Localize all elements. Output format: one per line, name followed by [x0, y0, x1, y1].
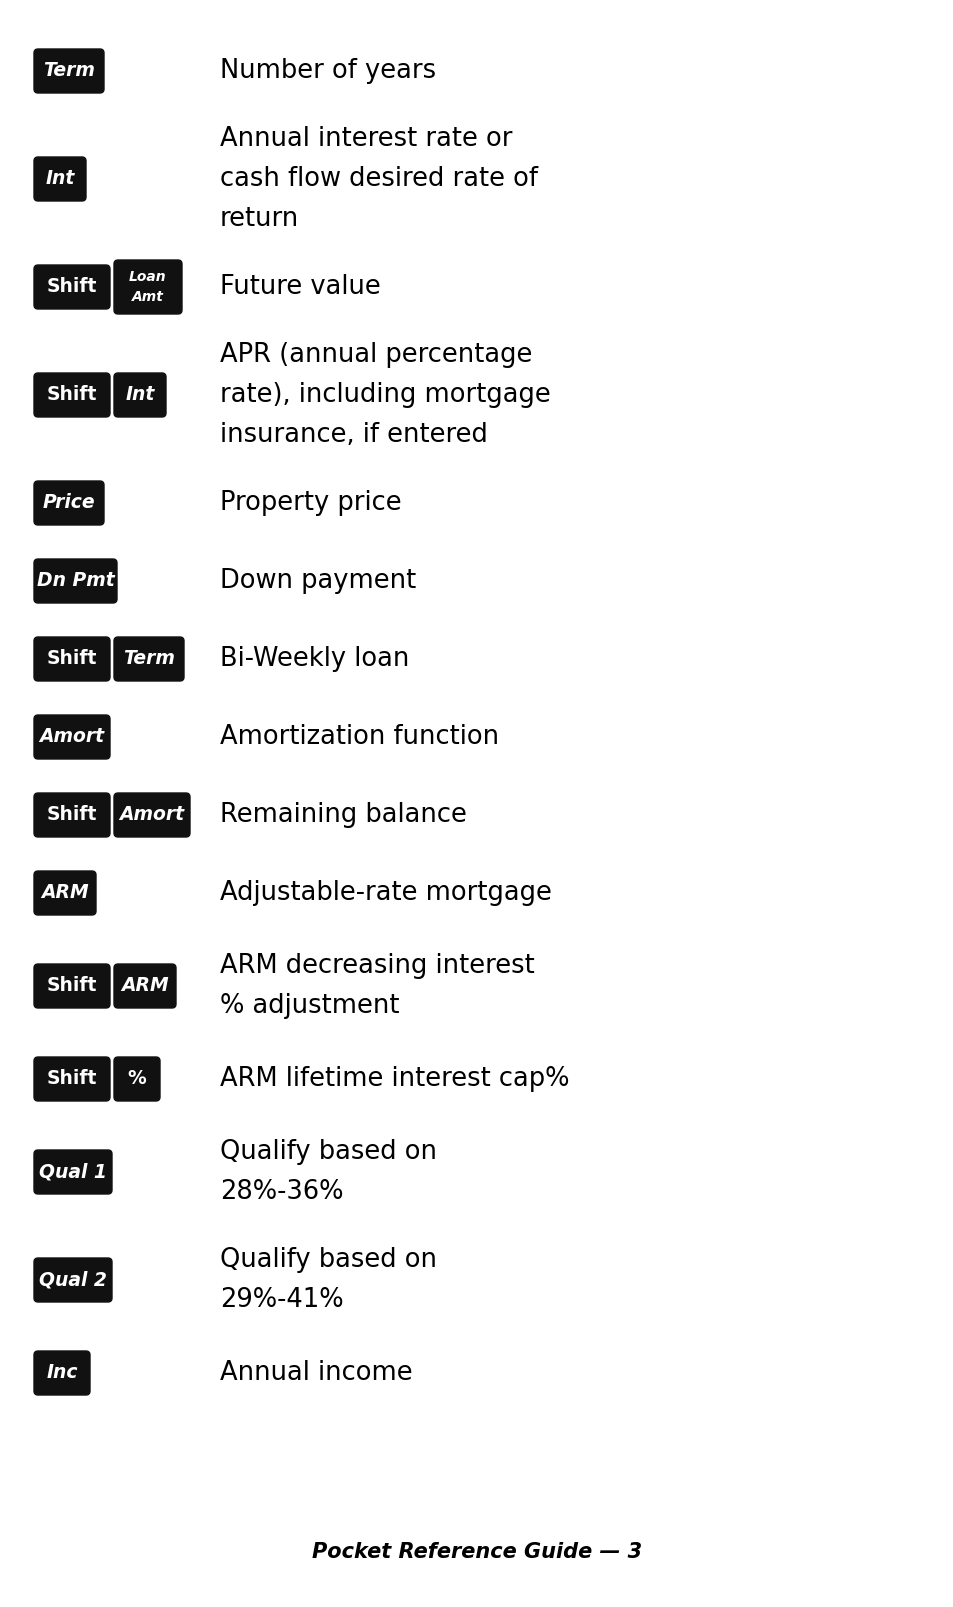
Text: ARM lifetime interest cap%: ARM lifetime interest cap% — [220, 1065, 569, 1093]
FancyBboxPatch shape — [34, 1057, 110, 1101]
Text: 29%-41%: 29%-41% — [220, 1287, 343, 1313]
Text: Shift: Shift — [47, 977, 97, 995]
Text: Amort: Amort — [39, 728, 105, 747]
FancyBboxPatch shape — [34, 1151, 112, 1194]
Text: Property price: Property price — [220, 490, 401, 516]
Text: Inc: Inc — [46, 1363, 77, 1382]
Text: Annual income: Annual income — [220, 1360, 413, 1385]
FancyBboxPatch shape — [34, 792, 110, 837]
Text: Dn Pmt: Dn Pmt — [36, 572, 114, 590]
FancyBboxPatch shape — [34, 636, 110, 681]
FancyBboxPatch shape — [34, 373, 110, 416]
FancyBboxPatch shape — [34, 871, 96, 914]
Text: Adjustable-rate mortgage: Adjustable-rate mortgage — [220, 881, 551, 906]
FancyBboxPatch shape — [34, 964, 110, 1008]
FancyBboxPatch shape — [34, 715, 110, 759]
FancyBboxPatch shape — [34, 559, 117, 603]
FancyBboxPatch shape — [34, 157, 86, 201]
Text: Term: Term — [123, 649, 174, 669]
Text: cash flow desired rate of: cash flow desired rate of — [220, 166, 537, 191]
Text: Term: Term — [43, 61, 95, 80]
Text: Annual interest rate or: Annual interest rate or — [220, 125, 512, 153]
FancyBboxPatch shape — [113, 792, 190, 837]
FancyBboxPatch shape — [113, 964, 175, 1008]
Text: Qualify based on: Qualify based on — [220, 1139, 436, 1165]
Text: Shift: Shift — [47, 1070, 97, 1088]
Text: Qualify based on: Qualify based on — [220, 1247, 436, 1273]
Text: Future value: Future value — [220, 275, 380, 301]
Text: Pocket Reference Guide — 3: Pocket Reference Guide — 3 — [312, 1543, 641, 1562]
Text: Amt: Amt — [132, 289, 164, 304]
Text: Shift: Shift — [47, 386, 97, 405]
FancyBboxPatch shape — [113, 1057, 160, 1101]
Text: ARM: ARM — [121, 977, 169, 995]
Text: Int: Int — [45, 169, 74, 188]
Text: Shift: Shift — [47, 649, 97, 669]
Text: Amortization function: Amortization function — [220, 725, 498, 750]
Text: Int: Int — [125, 386, 154, 405]
Text: Qual 2: Qual 2 — [39, 1271, 107, 1289]
FancyBboxPatch shape — [34, 1258, 112, 1302]
Text: Number of years: Number of years — [220, 58, 436, 84]
Text: APR (annual percentage: APR (annual percentage — [220, 342, 532, 368]
FancyBboxPatch shape — [113, 260, 182, 313]
FancyBboxPatch shape — [34, 48, 104, 93]
Text: 28%-36%: 28%-36% — [220, 1180, 343, 1205]
Text: Bi-Weekly loan: Bi-Weekly loan — [220, 646, 409, 672]
Text: insurance, if entered: insurance, if entered — [220, 423, 487, 448]
FancyBboxPatch shape — [113, 373, 166, 416]
Text: Price: Price — [43, 493, 95, 513]
Text: Qual 1: Qual 1 — [39, 1162, 107, 1181]
FancyBboxPatch shape — [113, 636, 184, 681]
Text: Amort: Amort — [119, 805, 184, 824]
Text: %: % — [128, 1070, 146, 1088]
FancyBboxPatch shape — [34, 480, 104, 525]
Text: Down payment: Down payment — [220, 567, 416, 595]
Text: rate), including mortgage: rate), including mortgage — [220, 382, 550, 408]
Text: Remaining balance: Remaining balance — [220, 802, 466, 828]
Text: ARM: ARM — [41, 884, 89, 903]
FancyBboxPatch shape — [34, 1351, 90, 1395]
Text: return: return — [220, 206, 299, 231]
Text: Shift: Shift — [47, 805, 97, 824]
Text: Loan: Loan — [129, 270, 167, 284]
FancyBboxPatch shape — [34, 265, 110, 309]
Text: ARM decreasing interest: ARM decreasing interest — [220, 953, 535, 979]
Text: % adjustment: % adjustment — [220, 993, 399, 1019]
Text: Shift: Shift — [47, 278, 97, 297]
